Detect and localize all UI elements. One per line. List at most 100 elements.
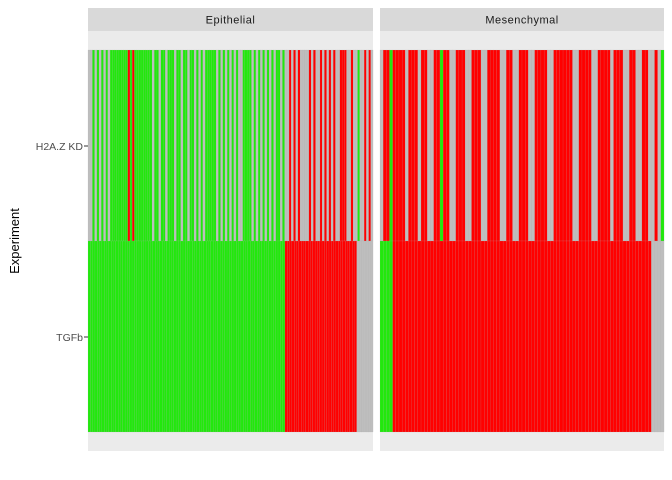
heatmap-cell-mesenchymal-tgfb-72 bbox=[607, 240, 611, 433]
heatmap-cell-mesenchymal-tgfb-46 bbox=[525, 240, 529, 433]
heatmap-cell-mesenchymal-h2az-kd-54 bbox=[550, 49, 554, 242]
heatmap-cell-epithelial-tgfb-52 bbox=[208, 240, 211, 433]
heatmap-cell-epithelial-h2az-kd-32 bbox=[158, 49, 162, 242]
heatmap-cell-mesenchymal-tgfb-66 bbox=[588, 240, 592, 433]
heatmap-cell-epithelial-tgfb-72 bbox=[254, 240, 258, 433]
heatmap-cell-mesenchymal-h2az-kd-47 bbox=[528, 49, 532, 242]
heatmap-cell-epithelial-tgfb-65 bbox=[238, 240, 242, 433]
heatmap-cell-mesenchymal-h2az-kd-82 bbox=[638, 49, 643, 242]
heatmap-cell-mesenchymal-tgfb-67 bbox=[591, 240, 595, 433]
heatmap-cell-epithelial-h2az-kd-80 bbox=[264, 49, 268, 242]
heatmap-cell-epithelial-tgfb-10 bbox=[111, 240, 114, 433]
heatmap-cell-mesenchymal-tgfb-82 bbox=[638, 240, 643, 433]
heatmap-cell-mesenchymal-tgfb-85 bbox=[648, 240, 652, 433]
heatmap-cell-epithelial-h2az-kd-71 bbox=[244, 49, 248, 242]
heatmap-cell-epithelial-h2az-kd-113 bbox=[337, 49, 341, 242]
heatmap-cell-mesenchymal-h2az-kd-88 bbox=[657, 49, 662, 242]
heatmap-cell-epithelial-h2az-kd-117 bbox=[346, 49, 349, 242]
heatmap-cell-mesenchymal-h2az-kd-55 bbox=[553, 49, 557, 242]
heatmap-cell-mesenchymal-tgfb-48 bbox=[531, 240, 535, 433]
heatmap-cell-mesenchymal-h2az-kd-3 bbox=[389, 49, 393, 242]
heatmap-cell-mesenchymal-h2az-kd-13 bbox=[420, 49, 425, 242]
heatmap-cell-epithelial-h2az-kd-15 bbox=[121, 49, 124, 242]
heatmap-cell-mesenchymal-h2az-kd-6 bbox=[398, 49, 403, 242]
heatmap-cell-epithelial-tgfb-79 bbox=[270, 240, 274, 433]
heatmap-cell-epithelial-tgfb-74 bbox=[259, 240, 262, 433]
heatmap-cell-mesenchymal-tgfb-41 bbox=[509, 240, 513, 433]
heatmap-cell-mesenchymal-tgfb-59 bbox=[566, 240, 570, 433]
heatmap-cell-mesenchymal-tgfb-5 bbox=[395, 240, 400, 433]
heatmap-cell-mesenchymal-h2az-kd-70 bbox=[600, 49, 605, 242]
heatmap-cell-mesenchymal-h2az-kd-64 bbox=[581, 49, 586, 242]
heatmap-cell-epithelial-tgfb-8 bbox=[106, 240, 110, 433]
heatmap-cell-epithelial-tgfb-17 bbox=[127, 240, 130, 433]
heatmap-cell-epithelial-h2az-kd-114 bbox=[339, 49, 343, 242]
heatmap-cell-epithelial-tgfb-2 bbox=[92, 240, 96, 433]
heatmap-cell-mesenchymal-tgfb-79 bbox=[629, 240, 633, 433]
heatmap-cell-mesenchymal-tgfb-78 bbox=[626, 240, 630, 433]
heatmap-cell-mesenchymal-h2az-kd-24 bbox=[455, 49, 460, 242]
heatmap-cell-epithelial-tgfb-107 bbox=[335, 240, 339, 433]
heatmap-cell-epithelial-h2az-kd-69 bbox=[240, 49, 243, 242]
heatmap-cell-mesenchymal-tgfb-63 bbox=[578, 240, 583, 433]
y-tick-label-h2az-kd: H2A.Z KD bbox=[36, 141, 84, 153]
heatmap-cell-epithelial-h2az-kd-74 bbox=[251, 49, 254, 242]
heatmap-cell-epithelial-h2az-kd-59 bbox=[218, 49, 221, 242]
heatmap-cell-mesenchymal-h2az-kd-78 bbox=[626, 49, 630, 242]
heatmap-cell-epithelial-h2az-kd-100 bbox=[308, 49, 312, 242]
heatmap-cell-epithelial-h2az-kd-11 bbox=[112, 49, 115, 242]
heatmap-cell-mesenchymal-h2az-kd-66 bbox=[588, 49, 592, 242]
heatmap-cell-epithelial-h2az-kd-82 bbox=[269, 49, 272, 242]
heatmap-cell-mesenchymal-h2az-kd-27 bbox=[465, 49, 469, 242]
heatmap-cell-mesenchymal-tgfb-61 bbox=[572, 240, 576, 433]
cells-mesenchymal bbox=[379, 49, 665, 433]
heatmap-cell-epithelial-tgfb-28 bbox=[152, 240, 156, 433]
heatmap-cell-mesenchymal-h2az-kd-53 bbox=[547, 49, 551, 242]
heatmap-cell-epithelial-tgfb-89 bbox=[294, 240, 297, 433]
heatmap-cell-mesenchymal-h2az-kd-65 bbox=[584, 49, 589, 242]
heatmap-cell-epithelial-h2az-kd-43 bbox=[182, 49, 186, 242]
heatmap-cell-epithelial-h2az-kd-37 bbox=[169, 49, 173, 242]
heatmap-cell-mesenchymal-h2az-kd-30 bbox=[474, 49, 479, 242]
heatmap-cell-mesenchymal-h2az-kd-85 bbox=[648, 49, 652, 242]
heatmap-cell-epithelial-tgfb-30 bbox=[157, 240, 161, 433]
heatmap-cell-epithelial-h2az-kd-51 bbox=[200, 49, 204, 242]
heatmap-cell-epithelial-h2az-kd-25 bbox=[143, 49, 146, 242]
heatmap-cell-epithelial-tgfb-81 bbox=[275, 240, 279, 433]
heatmap-cell-epithelial-tgfb-41 bbox=[182, 240, 186, 433]
heatmap-cell-epithelial-h2az-kd-76 bbox=[255, 49, 259, 242]
heatmap-cell-epithelial-h2az-kd-8 bbox=[105, 49, 109, 242]
heatmap-cell-mesenchymal-h2az-kd-69 bbox=[597, 49, 602, 242]
heatmap-cell-epithelial-tgfb-67 bbox=[243, 240, 246, 433]
heatmap-cell-mesenchymal-h2az-kd-80 bbox=[632, 49, 636, 242]
heatmap-cell-mesenchymal-tgfb-62 bbox=[575, 240, 579, 433]
heatmap-cell-epithelial-tgfb-71 bbox=[252, 240, 256, 433]
heatmap-cell-epithelial-tgfb-64 bbox=[236, 240, 239, 433]
heatmap-cell-mesenchymal-tgfb-81 bbox=[635, 240, 639, 433]
heatmap-cell-mesenchymal-tgfb-43 bbox=[515, 240, 520, 433]
heatmap-cell-epithelial-h2az-kd-102 bbox=[313, 49, 316, 242]
heatmap-cell-mesenchymal-tgfb-3 bbox=[389, 240, 393, 433]
heatmap-cell-epithelial-h2az-kd-67 bbox=[235, 49, 239, 242]
heatmap-cell-epithelial-tgfb-7 bbox=[104, 240, 107, 433]
heatmap-cell-mesenchymal-h2az-kd-71 bbox=[603, 49, 608, 242]
heatmap-cell-mesenchymal-tgfb-54 bbox=[550, 240, 554, 433]
heatmap-cell-mesenchymal-h2az-kd-28 bbox=[468, 49, 472, 242]
heatmap-cell-mesenchymal-h2az-kd-72 bbox=[607, 49, 611, 242]
heatmap-cell-epithelial-h2az-kd-112 bbox=[335, 49, 338, 242]
heatmap-cell-mesenchymal-h2az-kd-61 bbox=[572, 49, 576, 242]
heatmap-cell-mesenchymal-tgfb-38 bbox=[499, 240, 504, 433]
heatmap-cell-epithelial-tgfb-62 bbox=[231, 240, 235, 433]
heatmap-cell-mesenchymal-h2az-kd-32 bbox=[480, 49, 485, 242]
heatmap-cell-mesenchymal-h2az-kd-44 bbox=[518, 49, 523, 242]
heatmap-cell-epithelial-h2az-kd-95 bbox=[297, 49, 301, 242]
heatmap-cell-mesenchymal-h2az-kd-0 bbox=[379, 49, 384, 242]
heatmap-cell-epithelial-h2az-kd-111 bbox=[333, 49, 336, 242]
heatmap-cell-epithelial-tgfb-101 bbox=[321, 240, 325, 433]
heatmap-cell-mesenchymal-tgfb-60 bbox=[569, 240, 573, 433]
heatmap-cell-epithelial-h2az-kd-35 bbox=[165, 49, 168, 242]
heatmap-cell-epithelial-tgfb-96 bbox=[310, 240, 313, 433]
heatmap-cell-epithelial-h2az-kd-31 bbox=[156, 49, 159, 242]
heatmap-cell-mesenchymal-tgfb-42 bbox=[512, 240, 516, 433]
heatmap-cell-mesenchymal-h2az-kd-89 bbox=[660, 49, 665, 242]
